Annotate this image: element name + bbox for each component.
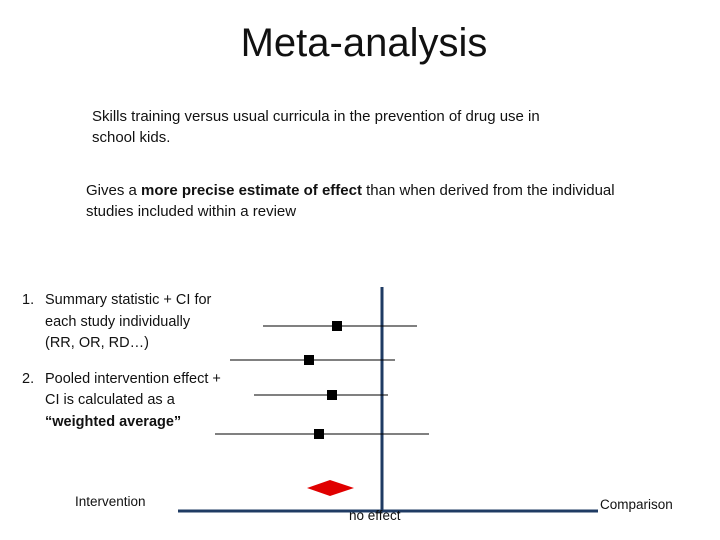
study-marker bbox=[327, 390, 337, 400]
intervention-label: Intervention bbox=[75, 494, 146, 509]
subtitle: Skills training versus usual curricula i… bbox=[92, 108, 540, 146]
step-text-body: Pooled intervention effect + CI is calcu… bbox=[45, 370, 221, 409]
steps-list: 1. Summary statistic + CI for each study… bbox=[22, 290, 222, 447]
page-title: Meta-analysis bbox=[240, 21, 488, 65]
step-item-1: 1. Summary statistic + CI for each study… bbox=[22, 290, 222, 355]
description-tail: than when derived from the individual st… bbox=[86, 182, 615, 220]
step-item-2: 2. Pooled intervention effect + CI is ca… bbox=[22, 369, 222, 434]
description-emphasis: more precise estimate of effect bbox=[141, 182, 362, 199]
no-effect-label: no effect bbox=[349, 508, 401, 523]
study-marker bbox=[304, 355, 314, 365]
description-lead: Gives a bbox=[86, 182, 142, 199]
step-text: Summary statistic + CI for each study in… bbox=[45, 290, 222, 355]
study-marker bbox=[332, 321, 342, 331]
step-text: Pooled intervention effect + CI is calcu… bbox=[45, 369, 222, 434]
comparison-label: Comparison bbox=[600, 497, 673, 512]
step-number: 1. bbox=[22, 292, 35, 308]
study-marker bbox=[314, 429, 324, 439]
description: Gives a more precise estimate of effect … bbox=[86, 180, 626, 222]
step-number: 2. bbox=[22, 370, 35, 387]
step-text-bold: “weighted average” bbox=[45, 413, 182, 430]
pooled-diamond bbox=[307, 480, 354, 496]
step-text-body: Summary statistic + CI for each study in… bbox=[45, 292, 212, 351]
